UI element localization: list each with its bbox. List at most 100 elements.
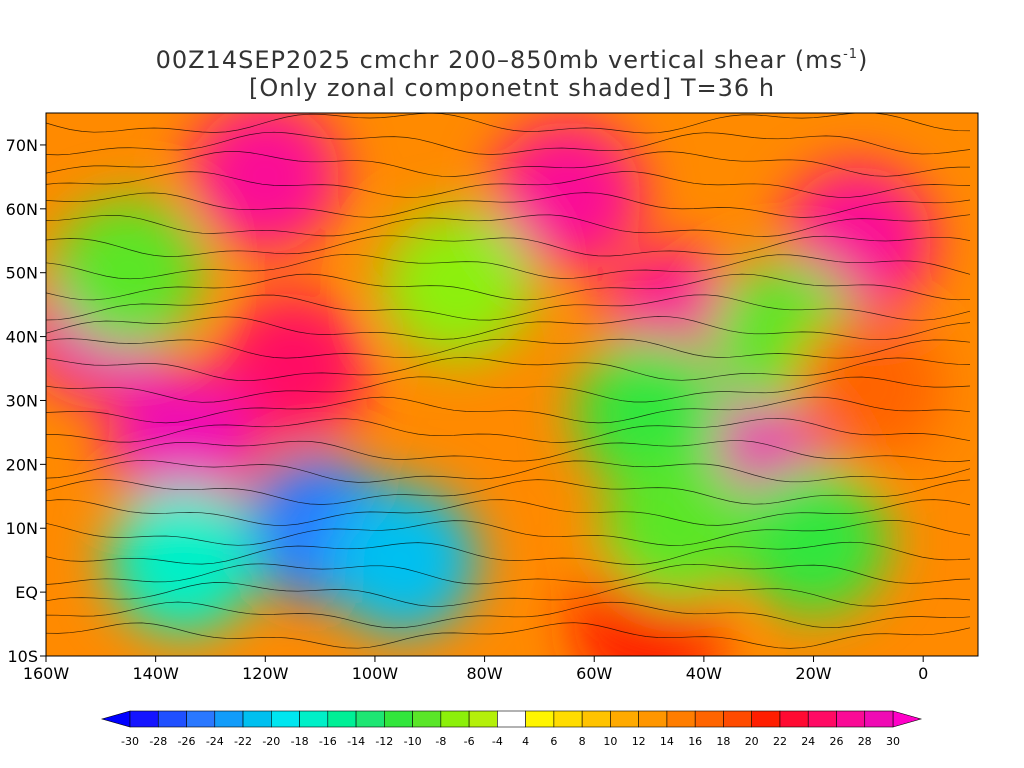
streamline bbox=[46, 294, 971, 321]
streamline bbox=[46, 235, 971, 257]
colorbar-swatch bbox=[157, 710, 187, 728]
colorbar-swatch bbox=[779, 710, 809, 728]
shading-region bbox=[793, 312, 944, 463]
streamline bbox=[46, 192, 971, 218]
colorbar-label: -10 bbox=[404, 735, 422, 748]
streamline bbox=[46, 601, 971, 629]
colorbar-swatch bbox=[242, 710, 272, 728]
chart-title: 00Z14SEP2025 cmchr 200–850mb vertical sh… bbox=[155, 46, 869, 74]
colorbar-label: -6 bbox=[464, 735, 475, 748]
colorbar-swatch bbox=[525, 710, 555, 728]
streamline bbox=[46, 151, 970, 177]
colorbar-label: 16 bbox=[688, 735, 702, 748]
colorbar-swatch bbox=[270, 710, 300, 728]
colorbar-label: -4 bbox=[492, 735, 503, 748]
streamline bbox=[46, 214, 971, 237]
colorbar-swatch bbox=[638, 710, 668, 728]
colorbar-label: 30 bbox=[886, 735, 900, 748]
y-tick-label: 10S bbox=[7, 647, 38, 666]
streamline bbox=[46, 582, 971, 607]
colorbar-swatch bbox=[355, 710, 385, 728]
colorbar-swatch bbox=[327, 710, 357, 728]
chart-subtitle: [Only zonal componetnt shaded] T=36 h bbox=[248, 74, 776, 102]
x-tick-label: 40W bbox=[686, 664, 722, 683]
colorbar-swatch bbox=[214, 710, 244, 728]
streamline bbox=[46, 171, 971, 198]
plot-frame bbox=[45, 112, 979, 657]
shading-region bbox=[190, 113, 341, 252]
colorbar-swatch bbox=[694, 710, 724, 728]
shading-region bbox=[327, 485, 478, 636]
axes: 160W 140W 120W 100W 80W 60W 40W 20W 0 70N 60N 50N 40… bbox=[6, 136, 929, 683]
colorbar-swatch bbox=[497, 710, 526, 728]
y-tick-label: 60N bbox=[6, 200, 38, 219]
shading-region bbox=[53, 197, 204, 348]
shading-region bbox=[601, 453, 752, 604]
colorbar-label: -20 bbox=[262, 735, 280, 748]
streamline bbox=[46, 253, 971, 280]
streamline bbox=[46, 479, 971, 505]
y-tick-label: 50N bbox=[6, 264, 38, 283]
colorbar-label: 8 bbox=[579, 735, 586, 748]
streamline bbox=[46, 396, 971, 424]
colorbar-label: 6 bbox=[550, 735, 557, 748]
streamline bbox=[46, 622, 971, 649]
colorbar-swatch bbox=[440, 710, 470, 728]
y-tick-label: 20N bbox=[6, 455, 38, 474]
colorbar-swatch bbox=[807, 710, 837, 728]
streamline bbox=[46, 459, 971, 483]
shading-region bbox=[574, 338, 725, 489]
colorbar-label: -28 bbox=[149, 735, 167, 748]
y-tick-label: 10N bbox=[6, 519, 38, 538]
colorbar-label: 22 bbox=[773, 735, 787, 748]
y-tick-label: EQ bbox=[15, 583, 38, 602]
y-tick-label: 40N bbox=[6, 328, 38, 347]
streamline bbox=[46, 273, 971, 301]
streamline bbox=[46, 357, 971, 382]
colorbar-swatch bbox=[723, 710, 753, 728]
streamline bbox=[46, 131, 971, 156]
streamline bbox=[46, 316, 971, 341]
colorbar-swatch bbox=[299, 710, 329, 728]
colorbar-label: 24 bbox=[801, 735, 815, 748]
colorbar-label: -16 bbox=[319, 735, 337, 748]
x-tick-label: 100W bbox=[352, 664, 399, 683]
colorbar-label: 26 bbox=[830, 735, 844, 748]
streamline bbox=[46, 520, 971, 546]
colorbar-swatch bbox=[864, 710, 894, 728]
streamline bbox=[46, 376, 971, 403]
colorbar-label: -24 bbox=[206, 735, 224, 748]
colorbar-swatch bbox=[412, 710, 442, 728]
colorbar-left-arrow bbox=[100, 710, 131, 728]
streamline bbox=[46, 499, 971, 526]
x-tick-label: 160W bbox=[23, 664, 70, 683]
colorbar-label: -12 bbox=[375, 735, 393, 748]
y-tick-label: 30N bbox=[6, 391, 38, 410]
x-tick-label: 140W bbox=[132, 664, 179, 683]
colorbar-label: 10 bbox=[603, 735, 617, 748]
colorbar-label: 18 bbox=[716, 735, 730, 748]
y-tick-label: 70N bbox=[6, 136, 38, 155]
x-tick-label: 60W bbox=[576, 664, 612, 683]
colorbar-label: 12 bbox=[632, 735, 646, 748]
streamline bbox=[46, 440, 971, 462]
streamline bbox=[46, 417, 971, 443]
colorbar-swatch bbox=[384, 710, 413, 728]
shading-region bbox=[382, 210, 533, 361]
colorbar-label: 4 bbox=[522, 735, 529, 748]
colorbar-swatch bbox=[186, 710, 216, 728]
colorbar-label: -30 bbox=[121, 735, 139, 748]
colorbar-label: 28 bbox=[858, 735, 872, 748]
colorbar-label: 20 bbox=[745, 735, 759, 748]
colorbar-swatch bbox=[129, 710, 159, 728]
x-tick-label: 80W bbox=[466, 664, 502, 683]
plot-area bbox=[46, 113, 978, 656]
shading-region bbox=[108, 370, 259, 521]
shading-region bbox=[108, 485, 259, 636]
colorbar-label: 14 bbox=[660, 735, 674, 748]
colorbar-label: -8 bbox=[435, 735, 446, 748]
colorbar-label: -14 bbox=[347, 735, 365, 748]
colorbar-swatch bbox=[666, 710, 696, 728]
colorbar-right-arrow bbox=[892, 710, 923, 728]
